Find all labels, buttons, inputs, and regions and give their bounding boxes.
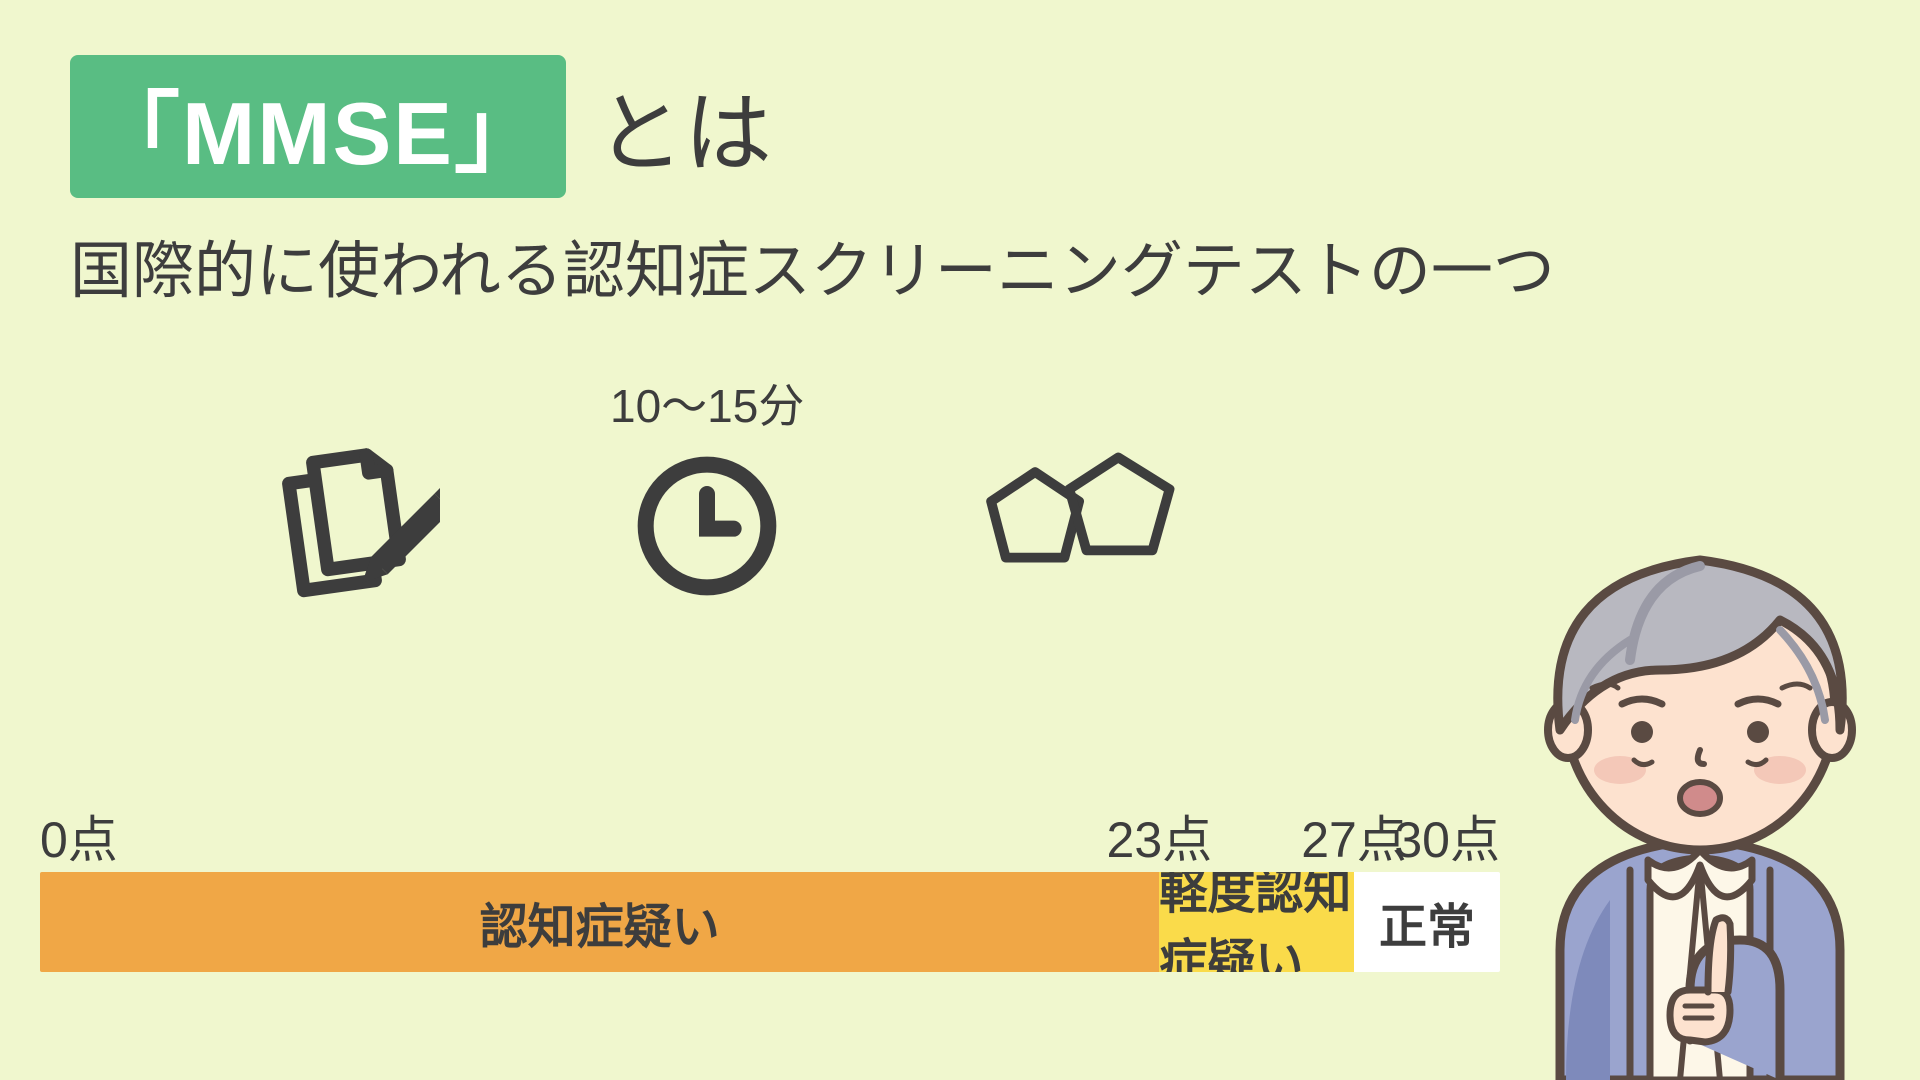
scale-bar: 認知症疑い軽度認知症疑い正常 [40, 872, 1500, 972]
title-row: 「MMSE」 とは [70, 55, 772, 198]
elderly-woman-illustration [1480, 520, 1920, 1080]
paper-pencil-icon-col [260, 370, 440, 616]
tick-label: 23点 [1107, 800, 1213, 872]
pentagons-icon [974, 436, 1194, 606]
title-suffix: とは [596, 63, 772, 190]
tick-label: 0点 [40, 800, 118, 872]
clock-label: 10～15分 [610, 370, 804, 436]
scale-segment: 軽度認知症疑い [1159, 872, 1354, 972]
scale-segment: 正常 [1354, 872, 1500, 972]
title-badge: 「MMSE」 [70, 55, 566, 198]
clock-icon [627, 446, 787, 606]
subtitle: 国際的に使われる認知症スクリーニングテストの一つ [70, 220, 1555, 310]
tick-label: 27点 [1301, 800, 1407, 872]
pentagons-icon-col [974, 370, 1194, 606]
clock-icon-col: 10～15分 [610, 370, 804, 606]
score-scale: 0点23点27点30点 認知症疑い軽度認知症疑い正常 [40, 800, 1500, 972]
paper-pencil-icon [260, 436, 440, 616]
scale-segment: 認知症疑い [40, 872, 1159, 972]
scale-ticks: 0点23点27点30点 [40, 800, 1500, 860]
icons-row: 10～15分 [260, 370, 1194, 616]
infographic-canvas: 「MMSE」 とは 国際的に使われる認知症スクリーニングテストの一つ [0, 0, 1920, 1080]
